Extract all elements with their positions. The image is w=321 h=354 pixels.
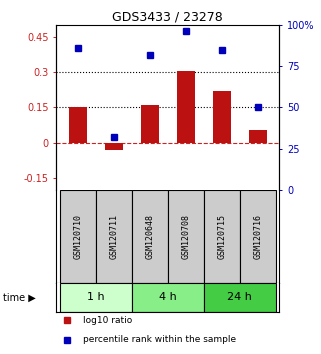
Text: GSM120710: GSM120710 [73,214,82,259]
Bar [204,190,240,283]
Bar [60,190,96,283]
Bar [240,190,276,283]
Bar [60,283,132,312]
Text: 1 h: 1 h [87,292,105,302]
Text: GSM120711: GSM120711 [109,214,118,259]
Bar [249,130,267,143]
Bar [69,108,87,143]
Text: 24 h: 24 h [227,292,252,302]
Bar [105,143,123,150]
Bar [204,283,276,312]
Title: GDS3433 / 23278: GDS3433 / 23278 [112,11,223,24]
Bar [177,71,195,143]
Text: GSM120708: GSM120708 [181,214,190,259]
Bar [96,190,132,283]
Text: GSM120716: GSM120716 [253,214,262,259]
Bar [141,105,159,143]
Text: GSM120648: GSM120648 [145,214,154,259]
Bar [132,283,204,312]
Text: GSM120715: GSM120715 [217,214,226,259]
Bar [132,190,168,283]
Bar [213,91,231,143]
Text: time ▶: time ▶ [3,292,36,302]
Text: percentile rank within the sample: percentile rank within the sample [83,335,236,344]
Text: 4 h: 4 h [159,292,177,302]
Text: log10 ratio: log10 ratio [83,316,132,325]
Bar [168,190,204,283]
